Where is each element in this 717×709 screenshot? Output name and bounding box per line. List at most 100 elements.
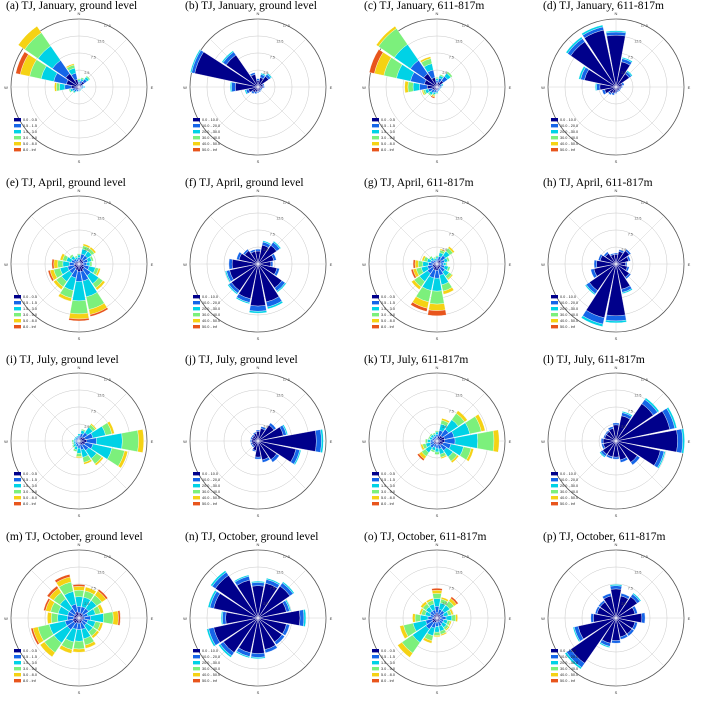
windrose-bar-segment (255, 248, 261, 252)
legend-swatch (372, 496, 379, 500)
legend-swatch (14, 673, 21, 677)
legend-swatch (193, 142, 200, 146)
windrose-bar-segment (442, 287, 455, 295)
ring-label: 2.5 (621, 602, 626, 606)
direction-label: S (78, 513, 81, 518)
legend-swatch (14, 124, 21, 128)
legend-swatch (14, 649, 21, 653)
windrose-bar-segment (618, 249, 625, 254)
legend-label: 0.0 - 0.5 (381, 649, 395, 653)
windrose-chart: N E S W 2.5 7.5 12.5 17.5 0.0 - 10.0 10.0 - 20.0 2… (183, 365, 333, 518)
windrose-bar-segment (474, 414, 486, 432)
windrose-bar-segment (624, 248, 632, 256)
legend-swatch (14, 667, 21, 671)
grid-spoke (78, 86, 128, 136)
windrose-bar-segment (612, 422, 620, 426)
windrose-bar-segment (68, 88, 72, 93)
legend-swatch (551, 490, 558, 494)
windrose-bar-segment (90, 423, 97, 430)
windrose-bar-segment (249, 305, 267, 312)
legend-swatch (551, 679, 558, 683)
ring-label: 2.5 (263, 71, 268, 75)
windrose-bar-segment (256, 91, 260, 94)
legend-swatch (551, 472, 558, 476)
ring-label: 17.5 (641, 201, 648, 205)
windrose-bar-segment (434, 447, 440, 453)
legend-label: 0.5 - 1.5 (23, 655, 37, 659)
panel-title: (o) TJ, October, 611-817m (364, 531, 487, 543)
legend-swatch (193, 130, 200, 134)
legend-label: 20.0 - 30.0 (560, 661, 578, 665)
windrose-bar-segment (72, 648, 86, 653)
windrose-bar-segment (242, 248, 250, 256)
windrose-bar-segment (644, 397, 660, 413)
direction-label: N (257, 365, 260, 370)
legend-label: 40.0 - 50.0 (560, 496, 578, 500)
windrose-bar-segment (613, 252, 619, 255)
windrose-bar-segment (435, 93, 439, 95)
ring-label: 7.5 (449, 409, 454, 413)
ring-label: 7.5 (270, 232, 275, 236)
ring-label: 12.5 (455, 571, 462, 575)
legend-label: 40.0 - 50.0 (560, 142, 578, 146)
windrose-bar-segment (431, 589, 443, 594)
direction-label: S (436, 513, 439, 518)
legend-swatch (551, 307, 558, 311)
legend-label: 5.0 - 8.0 (23, 673, 37, 677)
windrose-bar-segment (435, 77, 439, 79)
windrose-bar-segment (375, 25, 396, 46)
windrose-bar-segment (284, 599, 292, 612)
windrose-bar-segment (54, 574, 71, 583)
legend-swatch (193, 295, 200, 299)
legend-swatch (193, 673, 200, 677)
legend-label: 50.0 - inf (560, 502, 576, 506)
grid-spoke (30, 392, 80, 442)
grid-spoke (615, 86, 665, 136)
windrose-chart: N E S W 2.5 7.5 12.5 17.5 0.0 - 10.0 10.0 - 20.0 2… (183, 188, 333, 341)
windrose-bar-segment (428, 255, 433, 260)
direction-label: E (688, 616, 691, 621)
windrose-bar-segment (250, 652, 266, 658)
windrose-bar-segment (625, 261, 628, 267)
legend-swatch (14, 148, 21, 152)
windrose-bar-segment (62, 260, 70, 268)
ring-label: 17.5 (462, 555, 469, 559)
windrose-bar-segment (601, 443, 606, 450)
windrose-bar-segment (572, 626, 581, 643)
ring-label: 12.5 (276, 571, 283, 575)
windrose-bar-segment (268, 422, 277, 431)
legend-label: 0.5 - 1.5 (23, 124, 37, 128)
legend-swatch (14, 496, 21, 500)
legend-swatch (372, 325, 379, 329)
windrose-bar-segment (407, 81, 414, 93)
windrose-bar-segment (251, 444, 255, 448)
windrose-bar-segment (607, 91, 612, 96)
legend-label: 5.0 - 8.0 (381, 673, 395, 677)
windrose-bar-segment (235, 650, 250, 659)
grid-spoke (209, 86, 259, 136)
legend-label: 20.0 - 30.0 (202, 307, 220, 311)
legend-label: 0.0 - 10.0 (560, 118, 576, 122)
windrose-bar-segment (611, 640, 621, 644)
ring-label: 17.5 (462, 378, 469, 382)
ring-label: 12.5 (276, 40, 283, 44)
legend-swatch (551, 502, 558, 506)
legend-swatch (372, 490, 379, 494)
windrose-panel: (a) TJ, January, ground level N E S W 2.5 7.5 1… (0, 0, 179, 177)
windrose-panel: (o) TJ, October, 611-817m N E S W 2.5 7.5 12.5 1… (358, 531, 537, 708)
windrose-bar-segment (676, 428, 683, 454)
windrose-panel: (p) TJ, October, 611-817m N E S W 2.5 7.5 12.5 1… (537, 531, 716, 708)
legend-label: 3.0 - 5.0 (381, 490, 395, 494)
ring-label: 12.5 (455, 217, 462, 221)
legend-swatch (551, 649, 558, 653)
ring-label: 7.5 (628, 586, 633, 590)
panel-title: (a) TJ, January, ground level (6, 0, 138, 12)
windrose-bar-segment (446, 266, 451, 272)
ring-label: 17.5 (104, 555, 111, 559)
ring-label: 17.5 (462, 24, 469, 28)
windrose-bar-segment (621, 411, 633, 417)
windrose-bar-segment (429, 433, 433, 437)
legend-label: 30.0 - 40.0 (560, 136, 578, 140)
windrose-bar-segment (77, 78, 81, 81)
